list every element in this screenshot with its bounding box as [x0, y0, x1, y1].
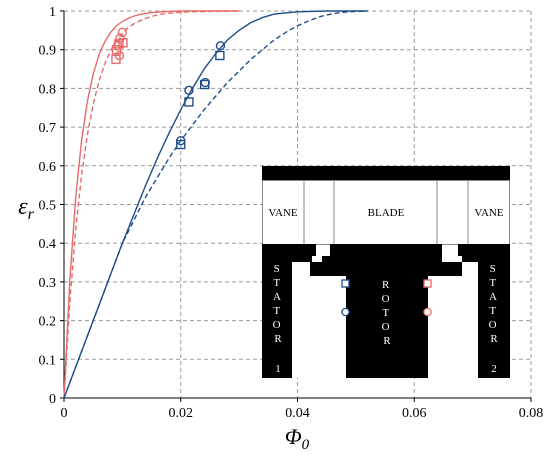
stator-2-label: S T A T O R: [489, 263, 500, 345]
rotor-letter: R: [383, 335, 391, 347]
blue-circle-point: [215, 41, 226, 51]
blue-square-point: [184, 97, 194, 107]
probe-red-circle-marker: [423, 307, 432, 317]
stator-1-letter: T: [273, 305, 280, 317]
y-tick-label: 0.1: [39, 353, 57, 368]
probe-red-square-marker: [423, 279, 432, 288]
x-tick-label: 0: [61, 406, 68, 421]
turbine-inset: VANE BLADE VANE S T A T O R 1 R O T O R …: [262, 166, 510, 378]
stator-2-letter: R: [490, 333, 498, 345]
y-axis-title-sub: r: [28, 206, 35, 223]
blue-square-point: [199, 79, 210, 90]
x-tick-label: 0.06: [402, 406, 427, 421]
rotor: [310, 244, 462, 378]
red-dashed-curve: [63, 10, 240, 399]
blue-dashed-curve: [63, 10, 368, 399]
x-axis-title-main: Φ: [285, 424, 302, 449]
stator-2-letter: S: [490, 263, 496, 275]
stator-1: [262, 244, 316, 378]
rotor-letter: R: [382, 279, 390, 291]
series-layer: [63, 10, 368, 399]
stator-1-label: S T A T O R: [273, 263, 284, 345]
x-tick-label: 0.04: [285, 406, 310, 421]
y-tick-label: 0.2: [39, 315, 57, 330]
stator-2-letter: T: [489, 305, 496, 317]
stator-1-letter: R: [274, 333, 282, 345]
y-tick-label: 0.6: [39, 160, 57, 175]
stator-2-letter: T: [489, 277, 496, 289]
y-axis-title-main: ε: [18, 194, 28, 220]
red-square-point: [118, 38, 128, 48]
stator-1-letter: A: [273, 291, 281, 303]
x-axis-title: Φ0: [285, 424, 310, 453]
stator-1-letter: T: [273, 277, 280, 289]
y-tick-label: 1: [49, 5, 56, 20]
stator-2-number: 2: [491, 363, 497, 375]
stator-2-letter: O: [489, 319, 497, 331]
y-tick-label: 0: [49, 392, 56, 407]
y-tick-label: 0.4: [39, 237, 57, 252]
y-tick-label: 0.7: [39, 121, 57, 136]
stator-1-letter: S: [274, 263, 280, 275]
red-square-point: [111, 54, 121, 65]
x-tick-label: 0.08: [519, 406, 544, 421]
x-tick-label: 0.02: [169, 406, 194, 421]
rotor-label: R O T O R: [382, 279, 393, 347]
blue-circle-point: [184, 85, 194, 96]
y-tick-label: 0.9: [39, 44, 57, 59]
red-circle-point: [117, 27, 128, 37]
red-square-point: [111, 45, 122, 55]
probe-blue-square-marker: [341, 279, 350, 288]
blue-square-point: [176, 139, 186, 150]
probe-blue-circle-marker: [341, 307, 350, 317]
stator-2-letter: A: [489, 291, 497, 303]
blue-square-point: [215, 50, 225, 61]
stator-1-letter: O: [273, 319, 281, 331]
rotor-letter: T: [382, 307, 389, 319]
stator-2: [458, 244, 510, 378]
y-axis-title: εr: [18, 194, 34, 223]
rotor-letter: O: [382, 293, 390, 305]
red-solid-curve: [63, 10, 240, 399]
rotor-letter: O: [382, 321, 390, 333]
vane-left-label: VANE: [268, 207, 297, 219]
axes: 0 0.1 0.2 0.3 0.4 0.5 0.6 0.7 0.8 0.9 1 0 0.02 0.04 0.…: [39, 5, 544, 421]
y-tick-label: 0.3: [39, 276, 57, 291]
blade-label: BLADE: [368, 207, 405, 219]
casing-top: [262, 166, 510, 180]
y-tick-label: 0.5: [39, 199, 57, 214]
x-axis-title-sub: 0: [302, 437, 310, 453]
vane-right-label: VANE: [474, 207, 503, 219]
stator-1-number: 1: [275, 363, 281, 375]
y-tick-label: 0.8: [39, 82, 57, 97]
